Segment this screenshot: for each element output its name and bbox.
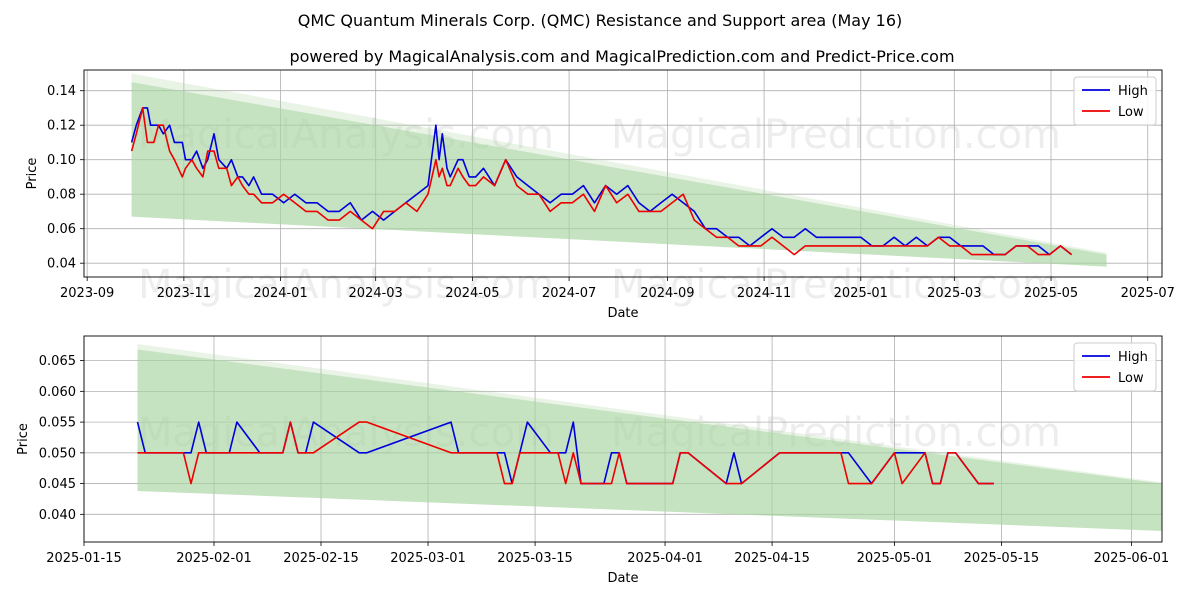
series-line-low [137,421,994,485]
y-tick-label: 0.06 [47,222,76,237]
watermark-text: MagicalPrediction.com [611,112,1061,158]
y-tick-label: 0.055 [39,416,76,431]
x-axis-label: Date [607,306,638,321]
legend-label-low: Low [1118,371,1144,386]
x-tick-label: 2025-03-01 [390,551,466,566]
x-tick-label: 2024-11 [737,286,791,301]
x-tick-label: 2024-07 [542,286,596,301]
x-tick-label: 2023-11 [157,286,211,301]
x-axis-label: Date [607,571,638,586]
series-line-high [130,107,1073,256]
x-tick-label: 2023-09 [60,286,114,301]
legend-box [1073,76,1157,126]
x-tick-label: 2024-09 [640,286,694,301]
y-tick-label: 0.08 [47,188,76,203]
x-tick-label: 2025-03-15 [497,551,573,566]
x-tick-label: 2025-02-15 [283,551,359,566]
bottom-chart: MagicalAnalysis.comMagicalPrediction.com… [16,335,1170,586]
x-tick-label: 2025-07 [1121,286,1175,301]
x-tick-label: 2025-04-15 [734,551,810,566]
x-tick-label: 2025-05 [1024,286,1078,301]
top-chart: MagicalAnalysis.com MagicalPrediction.com… [25,69,1175,321]
x-tick-label: 2025-01 [834,286,888,301]
axes-frame [83,335,1163,543]
x-tick-label: 2024-03 [349,286,403,301]
legend-box [1073,342,1157,392]
x-tick-label: 2025-01-15 [46,551,122,566]
y-tick-label: 0.04 [47,257,76,272]
legend-label-high: High [1118,350,1148,365]
legend-label-low: Low [1118,105,1144,120]
chart-subtitle: powered by MagicalAnalysis.com and Magic… [289,47,954,66]
watermark-text: MagicalAnalysis.com [138,262,554,308]
y-tick-label: 0.065 [39,354,76,369]
x-tick-label: 2024-05 [445,286,499,301]
axes-frame [83,69,1163,278]
y-axis-label: Price [25,158,40,190]
chart-title: QMC Quantum Minerals Corp. (QMC) Resista… [298,11,903,30]
y-tick-label: 0.12 [47,119,76,134]
series-line-low [130,107,1073,256]
y-tick-label: 0.10 [47,153,76,168]
support-resistance-band [131,82,1107,267]
support-resistance-band [137,349,1163,531]
y-tick-label: 0.060 [39,385,76,400]
x-tick-label: 2025-05-15 [964,551,1040,566]
y-tick-label: 0.040 [39,508,76,523]
x-tick-label: 2024-01 [253,286,307,301]
x-tick-label: 2025-04-01 [627,551,703,566]
y-tick-label: 0.050 [39,446,76,461]
y-tick-label: 0.045 [39,477,76,492]
x-tick-label: 2025-03 [927,286,981,301]
watermark-text: MagicalPrediction.com [611,262,1061,308]
y-axis-label: Price [16,423,31,455]
legend-label-high: High [1118,84,1148,99]
x-tick-label: 2025-06-01 [1094,551,1170,566]
x-tick-label: 2025-05-01 [857,551,933,566]
y-tick-label: 0.14 [47,84,76,99]
x-tick-label: 2025-02-01 [176,551,252,566]
